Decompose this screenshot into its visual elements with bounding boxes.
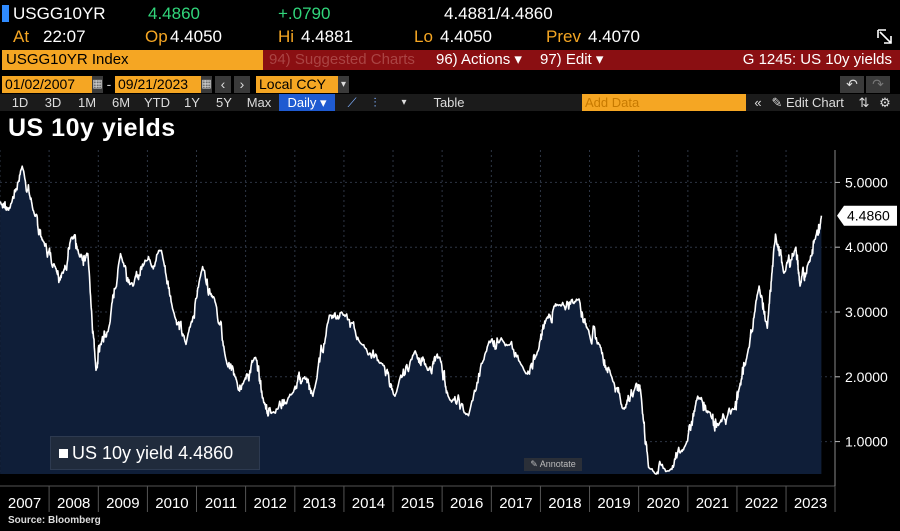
y-tick-label: 2.0000 — [845, 369, 888, 385]
undo-icon[interactable]: ↶ — [840, 76, 864, 93]
x-tick-label: 2010 — [155, 495, 188, 512]
chart-type-dropdown-icon[interactable]: ▾ — [401, 97, 407, 108]
low-value: 4.4050 — [440, 27, 492, 46]
x-tick-label: 2015 — [401, 495, 434, 512]
x-tick-label: 2017 — [499, 495, 532, 512]
ticker-symbol[interactable]: USGG10YR — [13, 4, 106, 23]
frequency-label: Daily — [287, 95, 317, 110]
bar-chart-icon[interactable]: ⫶ — [373, 95, 377, 110]
period-3d[interactable]: 3D — [44, 95, 62, 110]
period-1y[interactable]: 1Y — [184, 95, 200, 110]
series-line-us-10y-yield — [0, 165, 823, 475]
x-tick-label: 2018 — [548, 495, 581, 512]
open-label: Op — [145, 27, 168, 46]
x-tick-label: 2011 — [205, 495, 237, 512]
annotate-button[interactable]: ✎ Annotate — [524, 458, 582, 471]
function-title: G 1245: US 10y yields — [614, 50, 900, 70]
last-value-marker: 4.4860 — [837, 205, 897, 226]
y-tick-label: 3.0000 — [845, 304, 888, 320]
edit-chart-button[interactable]: Edit Chart — [786, 95, 844, 110]
legend-swatch — [59, 449, 68, 458]
x-tick-label: 2008 — [57, 495, 90, 512]
suggested-charts-button[interactable]: 94) Suggested Charts — [263, 50, 434, 70]
x-tick-label: 2022 — [745, 495, 778, 512]
edit-menu-button[interactable]: 97) Edit ▾ — [534, 50, 618, 70]
price-change: +.0790 — [278, 4, 331, 23]
legend-series-value: 4.4860 — [178, 443, 234, 463]
prev-label: Prev — [546, 27, 581, 46]
y-tick-label: 5.0000 — [845, 174, 888, 190]
add-data-input[interactable]: Add Data — [582, 94, 746, 111]
x-tick-label: 2009 — [106, 495, 139, 512]
start-calendar-icon[interactable]: ▦ — [92, 76, 103, 93]
redo-icon[interactable]: ↷ — [866, 76, 890, 93]
currency-select[interactable]: Local CCY — [256, 76, 338, 93]
scroll-right-icon[interactable]: › — [234, 76, 250, 93]
expand-icon[interactable] — [876, 28, 894, 46]
period-max[interactable]: Max — [246, 95, 272, 110]
table-button[interactable]: Table — [433, 95, 465, 110]
x-tick-label: 2023 — [794, 495, 827, 512]
x-tick-label: 2012 — [254, 495, 287, 512]
period-ytd[interactable]: YTD — [144, 95, 170, 110]
quote-header: USGG10YR 4.4860 +.0790 4.4881/4.4860 At … — [0, 0, 900, 50]
start-date-input[interactable]: 01/02/2007 — [2, 76, 92, 93]
end-calendar-icon[interactable]: ▦ — [201, 76, 212, 93]
at-label: At — [13, 27, 30, 46]
scroll-left-icon[interactable]: ‹ — [215, 76, 231, 93]
date-separator: - — [106, 76, 112, 92]
command-bar: USGG10YR Index 94) Suggested Charts 96) … — [0, 50, 900, 70]
low-label: Lo — [414, 27, 433, 46]
x-tick-label: 2020 — [647, 495, 680, 512]
frequency-select[interactable]: Daily ▾ — [279, 94, 335, 111]
edit-chart-icon[interactable]: ✎ — [771, 95, 783, 110]
currency-dropdown-icon[interactable]: ▾ — [338, 76, 349, 93]
x-axis: 2007 2008 2009 2010 2011 2012 2013 2014 2015 2016… — [0, 485, 836, 512]
y-tick-label: 4.0000 — [845, 239, 888, 255]
chart-title: US 10y yields — [8, 114, 176, 142]
end-date-input[interactable]: 09/21/2023 — [115, 76, 201, 93]
high-value: 4.4881 — [301, 27, 353, 46]
last-value-tag — [837, 205, 897, 226]
bid-ask: 4.4881/4.4860 — [444, 4, 553, 23]
period-1m[interactable]: 1M — [77, 95, 97, 110]
ticker-flag-icon — [2, 5, 9, 22]
x-tick-label: 2016 — [450, 495, 483, 512]
period-1d[interactable]: 1D — [11, 95, 29, 110]
y-tick-label: 1.0000 — [845, 434, 888, 450]
line-chart-icon[interactable]: ⟋ — [347, 95, 357, 110]
x-tick-label: 2007 — [8, 495, 41, 512]
x-tick-label: 2021 — [696, 495, 729, 512]
settings-sliders-icon[interactable]: ⇅ — [858, 95, 870, 110]
x-tick-label: 2013 — [303, 495, 336, 512]
high-label: Hi — [278, 27, 295, 46]
x-tick-label: 2019 — [597, 495, 630, 512]
prev-value: 4.4070 — [588, 27, 640, 46]
period-6m[interactable]: 6M — [111, 95, 131, 110]
collapse-icon[interactable]: « — [754, 95, 762, 110]
series-area-fill — [0, 166, 822, 474]
period-5y[interactable]: 5Y — [216, 95, 232, 110]
last-price: 4.4860 — [148, 4, 200, 23]
last-value-label: 4.4860 — [847, 208, 890, 224]
period-toolbar: 1D 3D 1M 6M YTD 1Y 5Y Max Daily ▾ ⟋ ⫶ ▾ … — [0, 94, 900, 111]
y-axis: 1.0000 2.0000 3.0000 4.0000 5.0000 — [834, 150, 888, 486]
legend[interactable]: US 10y yield 4.4860 — [50, 436, 260, 470]
open-value: 4.4050 — [170, 27, 222, 46]
x-tick-label: 2014 — [352, 495, 385, 512]
security-field[interactable]: USGG10YR Index — [2, 50, 266, 70]
legend-series-name: US 10y yield — [72, 443, 174, 463]
annotate-label: Annotate — [539, 459, 576, 469]
date-range-bar: 01/02/2007 ▦ - 09/21/2023 ▦ ‹ › Local CC… — [0, 76, 900, 94]
at-time: 22:07 — [43, 27, 86, 46]
source-note: Source: Bloomberg — [8, 515, 101, 526]
gear-icon[interactable]: ⚙ — [879, 95, 891, 110]
actions-menu-button[interactable]: 96) Actions ▾ — [430, 50, 538, 70]
